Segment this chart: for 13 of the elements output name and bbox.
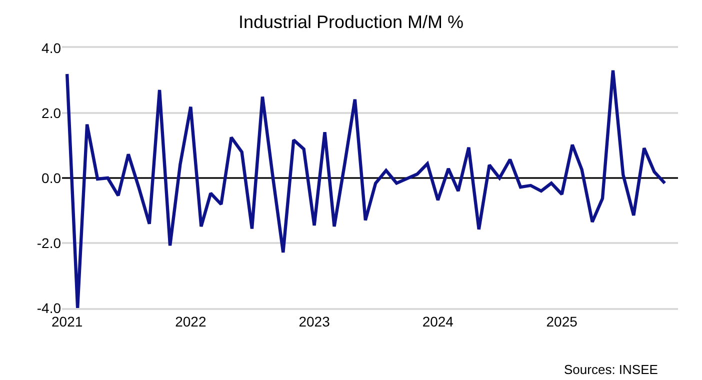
chart-title: Industrial Production M/M % — [238, 12, 464, 32]
y-tick-label: -4.0 — [36, 300, 62, 316]
y-tick-label: 0.0 — [42, 170, 62, 186]
x-tick-label: 2023 — [298, 314, 330, 330]
line-series — [65, 68, 666, 308]
source-note: Sources: INSEE — [564, 362, 658, 377]
y-tick-label: 2.0 — [42, 104, 62, 121]
x-tick-label: 2021 — [52, 314, 83, 330]
y-tick-label: 4.0 — [42, 40, 62, 56]
x-tick-label: 2024 — [422, 314, 454, 330]
x-tick-label: 2025 — [546, 314, 578, 330]
x-tick-label: 2022 — [175, 314, 206, 330]
y-tick-label: -2.0 — [36, 234, 62, 251]
